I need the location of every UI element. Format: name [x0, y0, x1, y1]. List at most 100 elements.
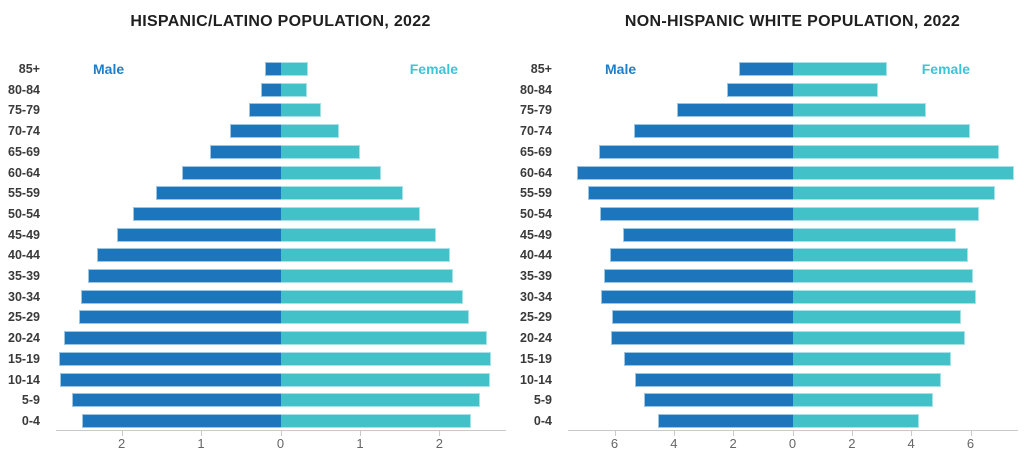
male-bar	[739, 62, 793, 76]
chart-non-hispanic-white: NON-HISPANIC WHITE POPULATION, 2022 Male…	[512, 0, 1024, 460]
pyramid-row: 70-74	[0, 124, 512, 139]
female-bar	[792, 351, 952, 366]
age-group-label: 45-49	[8, 227, 40, 242]
female-bar	[280, 227, 437, 242]
bar-zone	[58, 62, 503, 76]
female-bar	[792, 372, 941, 387]
axis-tick-label: 4	[670, 436, 678, 451]
age-group-label: 80-84	[8, 82, 40, 97]
bar-zone	[58, 310, 503, 325]
bar-zone	[58, 248, 503, 263]
female-bar	[280, 269, 453, 284]
female-bar	[280, 351, 492, 366]
bar-zone	[58, 82, 503, 97]
bar-zone	[570, 124, 1015, 139]
male-bar	[265, 62, 281, 76]
female-bar	[280, 82, 307, 97]
pyramid-row: 35-39	[512, 269, 1024, 284]
age-group-label: 75-79	[8, 103, 40, 118]
age-group-label: 0-4	[21, 413, 40, 428]
pyramid-row: 45-49	[0, 227, 512, 242]
male-bar	[63, 331, 281, 346]
pyramid-row: 50-54	[512, 206, 1024, 221]
male-bar	[633, 124, 793, 139]
male-bar	[261, 82, 281, 97]
bar-zone	[58, 103, 503, 118]
female-bar	[792, 206, 979, 221]
male-bar	[116, 227, 281, 242]
pyramid-row: 5-9	[0, 393, 512, 408]
age-group-label: 60-64	[520, 165, 552, 180]
bar-zone	[570, 206, 1015, 221]
age-group-label: 70-74	[520, 124, 552, 139]
chart-title: NON-HISPANIC WHITE POPULATION, 2022	[624, 13, 961, 30]
pyramid-row: 55-59	[512, 186, 1024, 201]
female-bar	[280, 206, 421, 221]
female-bar	[792, 227, 957, 242]
pyramid-row: 40-44	[0, 248, 512, 263]
pyramid-row: 10-14	[512, 372, 1024, 387]
pyramid-row: 80-84	[0, 82, 512, 97]
axis-tick-mark	[121, 430, 123, 436]
age-group-label: 55-59	[520, 186, 552, 201]
male-bar	[726, 82, 793, 97]
male-bar	[609, 248, 793, 263]
bar-zone	[58, 165, 503, 180]
bar-zone	[58, 393, 503, 408]
bar-zone	[58, 269, 503, 284]
bar-zone	[570, 393, 1015, 408]
female-bar	[792, 413, 920, 428]
age-group-label: 15-19	[520, 351, 552, 366]
bar-zone	[570, 269, 1015, 284]
bar-zone	[570, 103, 1015, 118]
pyramid-row: 85+	[0, 62, 512, 76]
age-group-label: 25-29	[520, 310, 552, 325]
axis-tick-label: 0	[788, 436, 797, 451]
axis-tick-label: 2	[729, 436, 737, 451]
female-bar	[792, 165, 1014, 180]
male-bar	[60, 372, 281, 387]
pyramid-row: 0-4	[0, 413, 512, 428]
male-bar	[96, 248, 281, 263]
axis-tick-mark	[911, 430, 913, 436]
pyramid-row: 60-64	[0, 165, 512, 180]
pyramid-row: 20-24	[512, 331, 1024, 346]
pyramid-row: 65-69	[512, 144, 1024, 159]
age-group-label: 85+	[530, 62, 552, 76]
female-bar	[280, 62, 309, 76]
bar-zone	[570, 62, 1015, 76]
pyramid-rows: 85+ 80-84 75-79 70-74 65-69 60-64 55-59 50-54 45…	[512, 62, 1024, 428]
male-bar	[600, 289, 793, 304]
pyramid-row: 35-39	[0, 269, 512, 284]
axis-tick-label: 4	[907, 436, 915, 451]
female-bar	[792, 331, 966, 346]
male-bar	[88, 269, 281, 284]
female-bar	[280, 144, 360, 159]
male-bar	[576, 165, 793, 180]
age-group-label: 70-74	[8, 124, 40, 139]
female-legend-label: Female	[409, 61, 458, 77]
male-bar	[611, 331, 793, 346]
female-bar	[792, 82, 878, 97]
axis-tick-mark	[359, 430, 361, 436]
bar-zone	[58, 186, 503, 201]
axis-tick-label: 2	[848, 436, 856, 451]
male-bar	[132, 206, 281, 221]
male-bar	[604, 269, 793, 284]
male-bar	[623, 227, 793, 242]
bar-zone	[570, 248, 1015, 263]
age-group-label: 35-39	[8, 269, 40, 284]
female-bar	[280, 248, 450, 263]
axis-tick-label: 0	[276, 436, 285, 451]
pyramid-row: 15-19	[0, 351, 512, 366]
bar-zone	[570, 289, 1015, 304]
female-bar	[792, 289, 977, 304]
female-bar	[280, 331, 488, 346]
age-group-label: 30-34	[8, 289, 40, 304]
male-bar	[181, 165, 281, 180]
axis-tick-label: 6	[966, 436, 975, 451]
age-group-label: 35-39	[520, 269, 552, 284]
female-bar	[792, 248, 969, 263]
age-group-label: 10-14	[8, 372, 40, 387]
